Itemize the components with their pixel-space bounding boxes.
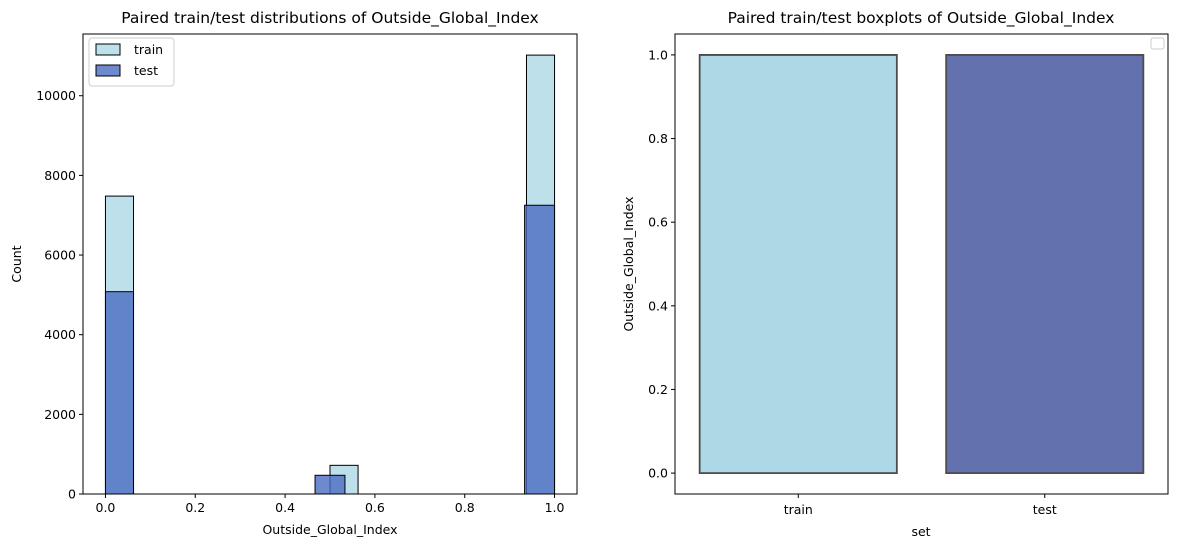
hist-bar-test-0 xyxy=(104,291,135,495)
box-y-tick-label: 0.6 xyxy=(648,215,668,230)
box-y-tick-label: 0.8 xyxy=(648,131,668,146)
hist-y-label: Count xyxy=(9,245,24,282)
hist-x-tick-label: 0.2 xyxy=(185,500,205,515)
hist-y-tick-label: 4000 xyxy=(44,327,76,342)
hist-title: Paired train/test distributions of Outsi… xyxy=(121,9,538,28)
hist-y-tick-label: 0 xyxy=(68,487,76,502)
hist-x-tick-label: 0.0 xyxy=(96,500,116,515)
hist-plot-frame xyxy=(82,33,578,495)
hist-x-tick-label: 0.4 xyxy=(275,500,295,515)
box-y-label: Outside_Global_Index xyxy=(621,196,636,331)
hist-x-label: Outside_Global_Index xyxy=(262,522,397,537)
box-title: Paired train/test boxplots of Outside_Gl… xyxy=(728,9,1115,28)
box-plot-frame xyxy=(674,33,1169,495)
hist-y-tick-label: 6000 xyxy=(44,248,76,263)
hist-bars xyxy=(104,54,556,495)
hist-bar-test-2 xyxy=(524,204,556,495)
box-x-label: set xyxy=(911,524,930,539)
box-x-tick-label: test xyxy=(1033,502,1057,517)
box-x-ticks: train test xyxy=(784,494,1057,517)
box-marks xyxy=(698,54,1145,474)
hist-bar-test-1 xyxy=(314,474,346,495)
hist-x-tick-label: 0.6 xyxy=(365,500,385,515)
histogram-panel: Paired train/test distributions of Outsi… xyxy=(9,9,578,537)
legend-label-train: train xyxy=(134,42,163,57)
box-y-tick-label: 0.0 xyxy=(648,466,668,481)
hist-y-tick-label: 10000 xyxy=(36,88,76,103)
hist-x-tick-label: 1.0 xyxy=(545,500,565,515)
box-train xyxy=(698,54,898,474)
box-y-tick-label: 0.4 xyxy=(648,298,668,313)
hist-x-ticks: 0.0 0.2 0.4 0.6 0.8 1.0 xyxy=(96,494,565,515)
box-test xyxy=(945,54,1145,474)
hist-y-tick-label: 8000 xyxy=(44,168,76,183)
hist-x-tick-label: 0.8 xyxy=(455,500,475,515)
hist-y-tick-label: 2000 xyxy=(44,407,76,422)
hist-legend: train test xyxy=(88,37,175,87)
legend-swatch-train xyxy=(95,43,121,56)
box-y-tick-label: 1.0 xyxy=(648,47,668,62)
box-legend-box xyxy=(1150,37,1165,50)
legend-swatch-test xyxy=(95,64,121,77)
boxplot-panel: Paired train/test boxplots of Outside_Gl… xyxy=(621,9,1169,539)
box-y-ticks: 0.0 0.2 0.4 0.6 0.8 1.0 xyxy=(648,47,675,481)
hist-y-ticks: 0 2000 4000 6000 8000 10000 xyxy=(36,88,83,502)
box-y-tick-label: 0.2 xyxy=(648,382,668,397)
legend-label-test: test xyxy=(134,63,158,78)
box-x-tick-label: train xyxy=(784,502,813,517)
